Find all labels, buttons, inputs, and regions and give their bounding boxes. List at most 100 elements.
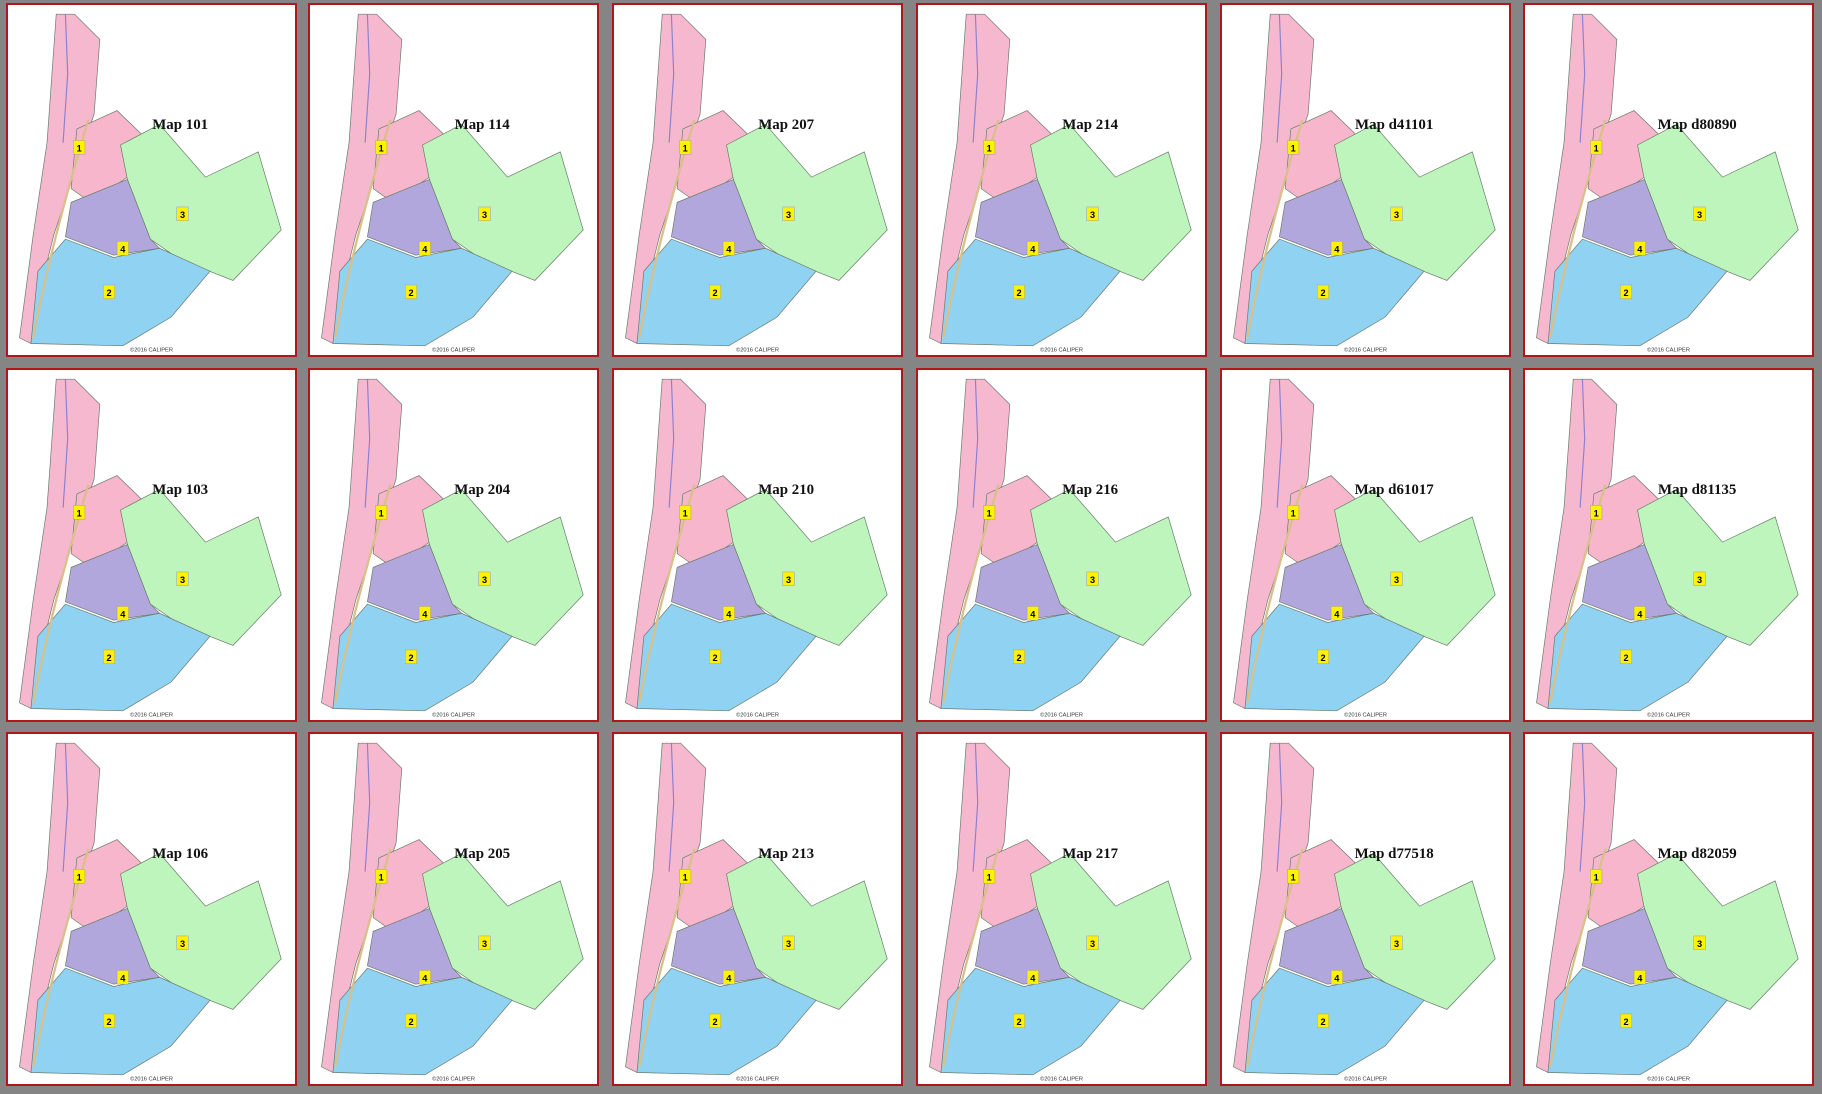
district-marker — [679, 869, 692, 884]
map-title: Map 101 — [152, 117, 208, 133]
district-2 — [30, 967, 211, 1076]
credit: ©2016 CALIPER — [1344, 347, 1387, 354]
district-2 — [1244, 238, 1425, 347]
credit: ©2016 CALIPER — [736, 712, 779, 719]
district-marker — [1620, 284, 1632, 299]
district-marker — [418, 241, 431, 256]
district-label: 3 — [1394, 575, 1399, 585]
district-marker — [722, 606, 735, 621]
district-marker — [1330, 970, 1343, 985]
district-2 — [636, 238, 817, 347]
district-label: 4 — [1030, 244, 1036, 254]
district-marker — [176, 571, 189, 586]
district-marker — [1390, 206, 1403, 221]
district-label: 1 — [1594, 508, 1599, 518]
credit: ©2016 CALIPER — [1344, 712, 1387, 719]
district-marker — [679, 505, 692, 520]
district-marker — [418, 970, 431, 985]
map: Map 214 1 2 3 4 ©2016 CALIPER — [929, 13, 1192, 354]
district-label: 4 — [1334, 609, 1340, 619]
district-label: 2 — [408, 288, 413, 298]
district-label: 1 — [77, 508, 82, 518]
district-marker — [103, 284, 115, 299]
map-title: Map 213 — [758, 846, 814, 862]
district-2 — [636, 967, 817, 1076]
map-panel: Map 217 1 2 3 4 ©2016 CALIPER — [916, 732, 1207, 1086]
district-marker — [176, 935, 189, 950]
district-label: 3 — [786, 939, 791, 949]
district-marker — [782, 571, 795, 586]
district-marker — [983, 140, 996, 155]
credit: ©2016 CALIPER — [1040, 347, 1083, 354]
district-marker — [1620, 1013, 1632, 1028]
district-label: 2 — [712, 653, 717, 663]
credit: ©2016 CALIPER — [432, 1076, 475, 1083]
map: Map d77518 1 2 3 4 ©2016 CALIPER — [1233, 742, 1496, 1083]
credit: ©2016 CALIPER — [130, 1076, 173, 1083]
district-marker — [1633, 970, 1646, 985]
district-label: 1 — [683, 508, 688, 518]
district-2 — [940, 238, 1121, 347]
district-marker — [73, 869, 86, 884]
credit: ©2016 CALIPER — [736, 347, 779, 354]
credit: ©2016 CALIPER — [1040, 1076, 1083, 1083]
district-marker — [73, 140, 86, 155]
district-2 — [332, 967, 513, 1076]
district-label: 2 — [712, 288, 717, 298]
district-marker — [679, 140, 692, 155]
district-label: 4 — [1030, 973, 1036, 983]
map-title: Map 204 — [454, 482, 510, 498]
map-title: Map 106 — [152, 846, 208, 862]
map-title: Map d77518 — [1355, 846, 1434, 862]
map-panel: Map d81135 1 2 3 4 ©2016 CALIPER — [1523, 368, 1814, 722]
district-marker — [782, 206, 795, 221]
district-marker — [103, 1013, 115, 1028]
district-label: 2 — [408, 653, 413, 663]
district-marker — [1590, 505, 1603, 520]
map: Map d80890 1 2 3 4 ©2016 CALIPER — [1536, 13, 1799, 354]
district-label: 1 — [379, 508, 384, 518]
credit: ©2016 CALIPER — [130, 712, 173, 719]
district-label: 1 — [77, 143, 82, 153]
district-2 — [1547, 238, 1728, 347]
district-label: 4 — [1030, 609, 1036, 619]
district-label: 2 — [1623, 653, 1628, 663]
district-2 — [1547, 967, 1728, 1076]
map-title: Map 216 — [1062, 482, 1118, 498]
district-label: 1 — [987, 508, 992, 518]
district-2 — [1244, 603, 1425, 712]
map-panel: Map 210 1 2 3 4 ©2016 CALIPER — [612, 368, 903, 722]
district-marker — [983, 505, 996, 520]
coastline — [1276, 14, 1283, 143]
map-panel: Map d61017 1 2 3 4 ©2016 CALIPER — [1220, 368, 1511, 722]
district-label: 4 — [726, 973, 732, 983]
district-label: 3 — [1697, 575, 1702, 585]
map-panel: Map 106 1 2 3 4 ©2016 CALIPER — [6, 732, 297, 1086]
coastline — [364, 743, 371, 872]
district-marker — [116, 606, 129, 621]
map: Map 217 1 2 3 4 ©2016 CALIPER — [929, 742, 1192, 1083]
coastline — [62, 14, 69, 143]
district-2 — [30, 238, 211, 347]
district-label: 2 — [1623, 288, 1628, 298]
district-label: 4 — [1637, 973, 1643, 983]
district-marker — [116, 241, 129, 256]
map: Map d81135 1 2 3 4 ©2016 CALIPER — [1536, 378, 1799, 719]
district-marker — [375, 140, 388, 155]
district-marker — [1287, 505, 1300, 520]
district-marker — [1287, 869, 1300, 884]
map: Map 204 1 2 3 4 ©2016 CALIPER — [321, 378, 584, 719]
district-marker — [1390, 571, 1403, 586]
district-2 — [1244, 967, 1425, 1076]
district-marker — [782, 935, 795, 950]
district-label: 3 — [786, 575, 791, 585]
credit: ©2016 CALIPER — [432, 712, 475, 719]
district-marker — [983, 869, 996, 884]
district-marker — [1317, 649, 1329, 664]
map-panel: Map d82059 1 2 3 4 ©2016 CALIPER — [1523, 732, 1814, 1086]
district-label: 3 — [1394, 210, 1399, 220]
district-2 — [332, 238, 513, 347]
district-marker — [709, 1013, 721, 1028]
district-label: 3 — [1697, 210, 1702, 220]
